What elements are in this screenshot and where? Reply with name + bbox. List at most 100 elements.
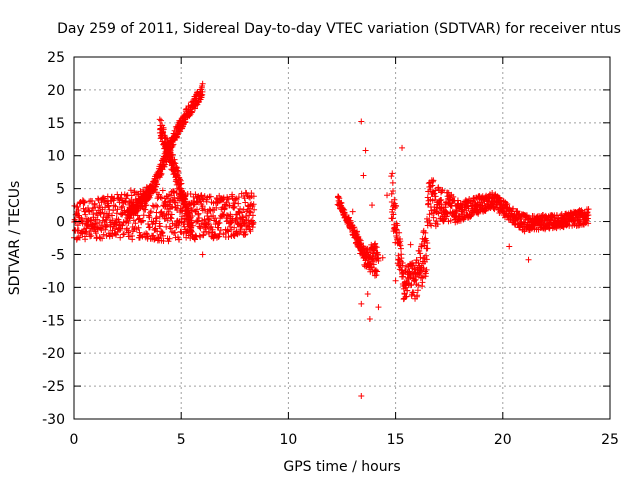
data-point [146, 224, 153, 231]
data-point [100, 231, 107, 238]
data-point [151, 186, 158, 193]
data-point [437, 205, 444, 212]
data-point [171, 199, 178, 206]
outlier-point [358, 392, 365, 399]
data-point [458, 200, 465, 207]
data-point [397, 245, 404, 252]
data-point [113, 231, 120, 238]
outlier-point [407, 241, 414, 248]
data-point [88, 217, 95, 224]
data-point [432, 193, 439, 200]
data-point [235, 200, 242, 207]
data-point [159, 229, 166, 236]
data-point [372, 243, 379, 250]
data-point [231, 224, 238, 231]
data-point [398, 255, 405, 262]
data-point [177, 177, 184, 184]
outlier-point [399, 144, 406, 151]
data-point [162, 135, 169, 142]
outlier-point [506, 243, 513, 250]
data-point [165, 208, 172, 215]
data-point [104, 214, 111, 221]
data-point [117, 234, 124, 241]
data-point [169, 151, 176, 158]
data-point [135, 224, 142, 231]
data-point [402, 293, 409, 300]
outlier-point [379, 254, 386, 261]
data-point [245, 223, 252, 230]
data-point [510, 205, 517, 212]
data-point [415, 282, 422, 289]
data-point [206, 230, 213, 237]
data-point [186, 211, 193, 218]
data-point [188, 228, 195, 235]
data-point [187, 214, 194, 221]
data-point [167, 144, 174, 151]
data-point [207, 193, 214, 200]
data-point [414, 292, 421, 299]
data-point [156, 116, 163, 123]
data-point [222, 203, 229, 210]
data-point [357, 240, 364, 247]
data-point [423, 266, 430, 273]
data-point [94, 216, 101, 223]
data-point [419, 279, 426, 286]
data-point [127, 187, 134, 194]
data-point [146, 214, 153, 221]
outlier-point [525, 256, 532, 263]
data-point [423, 256, 430, 263]
data-point [75, 207, 82, 214]
data-point [404, 287, 411, 294]
data-point [250, 219, 257, 226]
y-tick-label: 5 [56, 182, 65, 198]
data-point [99, 235, 106, 242]
data-point [198, 192, 205, 199]
x-tick-label: 0 [70, 432, 79, 448]
y-tick-label: 0 [56, 215, 65, 231]
data-points [71, 80, 592, 399]
data-point [465, 205, 472, 212]
data-point [447, 217, 454, 224]
data-point [249, 212, 256, 219]
data-point [125, 227, 132, 234]
data-point [428, 222, 435, 229]
data-point [390, 211, 397, 218]
data-point [197, 225, 204, 232]
data-point [113, 210, 120, 217]
data-point [166, 235, 173, 242]
data-point [559, 223, 566, 230]
data-point [241, 220, 248, 227]
data-point [88, 232, 95, 239]
data-point [167, 225, 174, 232]
data-point [375, 257, 382, 264]
data-point [153, 202, 160, 209]
data-point [160, 126, 167, 133]
outlier-point [392, 277, 399, 284]
data-point [422, 229, 429, 236]
data-point [146, 194, 153, 201]
data-point [158, 117, 165, 124]
data-point [426, 217, 433, 224]
data-point [175, 168, 182, 175]
outlier-point [369, 202, 376, 209]
data-point [225, 196, 232, 203]
data-point [403, 293, 410, 300]
outlier-point [246, 205, 253, 212]
data-point [410, 289, 417, 296]
data-point [430, 177, 437, 184]
data-point [112, 203, 119, 210]
outlier-point [358, 300, 365, 307]
data-point [434, 221, 441, 228]
y-tick-label: -5 [51, 247, 65, 263]
data-point [81, 199, 88, 206]
data-point [118, 204, 125, 211]
data-point [178, 180, 185, 187]
data-point [162, 198, 169, 205]
data-point [351, 224, 358, 231]
data-point [147, 209, 154, 216]
axis-ticks [73, 56, 611, 420]
data-point [226, 202, 233, 209]
data-point [393, 226, 400, 233]
data-point [223, 199, 230, 206]
